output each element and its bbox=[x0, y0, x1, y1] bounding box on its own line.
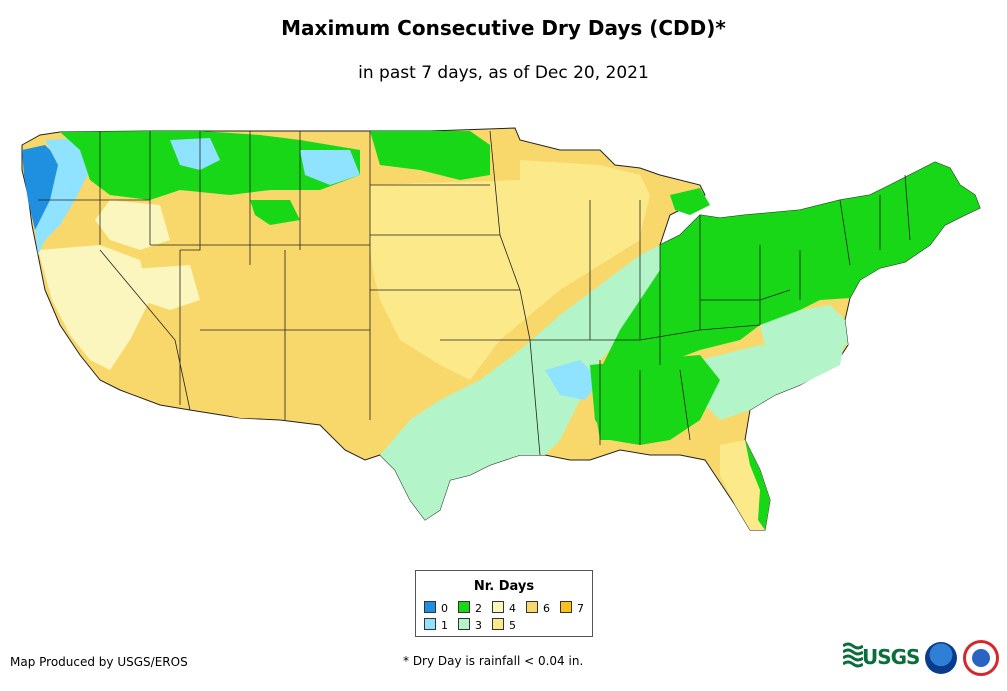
zone-2days-colorado-high bbox=[250, 200, 300, 225]
legend-label-5: 5 bbox=[509, 619, 516, 632]
legend-swatch-3 bbox=[458, 618, 470, 630]
legend-item-6: 6 bbox=[526, 601, 550, 615]
legend-swatch-0 bbox=[424, 601, 436, 613]
usgs-logo: USGS bbox=[862, 645, 920, 669]
legend-swatch-5 bbox=[492, 618, 504, 630]
legend: Nr. Days 0 1 2 3 4 5 6 7 bbox=[415, 570, 593, 637]
zone-5days-upper-midwest bbox=[520, 160, 650, 245]
dry-day-note: * Dry Day is rainfall < 0.04 in. bbox=[403, 654, 584, 668]
zone-1day-mississippi bbox=[545, 360, 600, 400]
legend-swatch-4 bbox=[492, 601, 504, 613]
legend-item-1: 1 bbox=[424, 618, 448, 632]
legend-item-3: 3 bbox=[458, 618, 482, 632]
legend-label-1: 1 bbox=[441, 619, 448, 632]
legend-label-0: 0 bbox=[441, 602, 448, 615]
nws-logo-center bbox=[972, 649, 990, 667]
zone-2days-ohio-valley-northeast bbox=[595, 162, 980, 440]
legend-item-4: 4 bbox=[492, 601, 516, 615]
legend-item-2: 2 bbox=[458, 601, 482, 615]
us-cdd-map bbox=[21, 127, 981, 531]
zone-6days-southwest bbox=[180, 250, 385, 420]
legend-label-2: 2 bbox=[475, 602, 482, 615]
state-borders bbox=[38, 130, 911, 456]
legend-swatch-6 bbox=[526, 601, 538, 613]
legend-label-3: 3 bbox=[475, 619, 482, 632]
legend-label-4: 4 bbox=[509, 602, 516, 615]
zone-0days-pacific-nw bbox=[22, 145, 60, 230]
legend-swatch-7 bbox=[560, 601, 572, 613]
zone-1day-pacific-nw bbox=[35, 138, 90, 255]
legend-swatch-2 bbox=[458, 601, 470, 613]
usgs-wave-icon bbox=[843, 642, 863, 668]
zone-4days-idaho bbox=[95, 200, 170, 250]
nws-logo-icon bbox=[963, 640, 999, 676]
zone-2days-michigan bbox=[670, 188, 710, 215]
legend-swatch-1 bbox=[424, 618, 436, 630]
zone-1day-montana bbox=[170, 138, 220, 170]
zone-2days-northern-tier bbox=[60, 131, 360, 200]
legend-item-0: 0 bbox=[424, 601, 448, 615]
zone-1day-wyoming bbox=[300, 150, 360, 185]
legend-label-6: 6 bbox=[543, 602, 550, 615]
legend-item-7: 7 bbox=[560, 601, 584, 615]
zone-3days-mid-atlantic bbox=[760, 305, 848, 345]
map-subtitle: in past 7 days, as of Dec 20, 2021 bbox=[358, 63, 649, 83]
zone-3days-southeast bbox=[700, 340, 845, 420]
zone-2days-north-dakota bbox=[370, 131, 490, 180]
zone-4days-florida bbox=[720, 440, 770, 530]
legend-title: Nr. Days bbox=[473, 579, 535, 594]
producer-credit: Map Produced by USGS/EROS bbox=[10, 655, 188, 669]
legend-item-5: 5 bbox=[492, 618, 516, 632]
noaa-logo-icon bbox=[925, 642, 957, 674]
legend-label-7: 7 bbox=[577, 602, 584, 615]
map-title: Maximum Consecutive Dry Days (CDD)* bbox=[281, 16, 726, 40]
zone-2days-florida-coast bbox=[745, 440, 770, 530]
